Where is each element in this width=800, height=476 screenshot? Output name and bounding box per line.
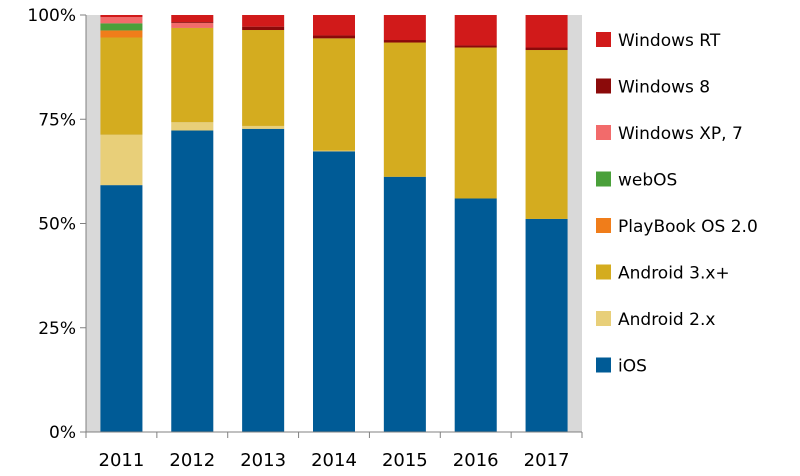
bar-gap [496, 15, 526, 432]
y-axis-ticks: 0% 25% 50% 75% 100% [27, 6, 86, 443]
bars-group [100, 15, 568, 432]
bar-segment-windows-8-2015 [383, 40, 426, 43]
legend-label: Android 3.x+ [618, 264, 730, 284]
y-tick-label: 100% [27, 6, 76, 26]
bar-segment-windows-8-2012 [171, 22, 214, 23]
bar-segment-windows-xp-7-2011 [100, 17, 143, 24]
bar-segment-windows-rt-2012 [171, 15, 214, 23]
bar-segment-android-2-x-2013 [242, 125, 285, 129]
legend-label: iOS [618, 357, 647, 377]
x-tick-label: 2011 [99, 450, 145, 471]
bar-segment-ios-2013 [242, 128, 285, 432]
legend-swatch-windows-rt [596, 32, 611, 47]
bar-segment-windows-rt-2011 [100, 15, 143, 18]
bar-segment-android-3-x--2013 [242, 30, 285, 126]
bar-segment-android-3-x--2012 [171, 27, 214, 123]
y-tick-label: 25% [38, 319, 76, 339]
bar-segment-ios-2011 [100, 185, 143, 432]
y-tick-label: 50% [38, 215, 76, 235]
legend-label: webOS [618, 171, 677, 191]
bar-gap [284, 15, 313, 432]
bar-segment-windows-8-2014 [313, 35, 355, 39]
bar-segment-android-3-x--2014 [313, 38, 355, 151]
bar-segment-windows-rt-2016 [454, 15, 497, 46]
legend-label: Android 2.x [618, 310, 715, 330]
legend-label: PlayBook OS 2.0 [618, 217, 758, 237]
legend-swatch-android-3-x- [596, 264, 611, 280]
bar-segment-windows-8-2013 [242, 26, 285, 31]
bar-segment-webos-2011 [100, 23, 143, 31]
bar-segment-android-2-x-2012 [171, 122, 214, 131]
bar-segment-android-3-x--2017 [525, 50, 568, 219]
x-tick-label: 2012 [169, 450, 215, 471]
legend-swatch-ios [596, 357, 611, 373]
y-tick-label: 75% [38, 110, 76, 130]
bar-segment-ios-2014 [313, 151, 355, 432]
bar-segment-android-3-x--2011 [100, 37, 143, 135]
legend: Windows RT Windows 8 Windows XP, 7 webOS Pla… [596, 31, 758, 377]
bar-gap [355, 15, 384, 432]
legend-swatch-windows-xp-7 [596, 125, 611, 140]
bar-segment-android-2-x-2014 [313, 150, 355, 152]
bar-segment-ios-2017 [525, 218, 568, 432]
bar-segment-windows-rt-2013 [242, 15, 285, 27]
bar-gap [213, 15, 243, 432]
legend-swatch-webos [596, 171, 611, 187]
bar-segment-ios-2015 [383, 176, 426, 432]
bar-segment-android-3-x--2016 [454, 47, 497, 199]
legend-label: Windows RT [618, 31, 721, 51]
legend-swatch-android-2-x [596, 311, 611, 326]
y-tick-label: 0% [49, 423, 76, 443]
bar-segment-windows-8-2016 [454, 45, 497, 48]
bar-segment-ios-2016 [454, 198, 497, 432]
bar-gap [425, 15, 455, 432]
bar-segment-ios-2012 [171, 130, 214, 432]
bar-segment-windows-rt-2017 [525, 15, 568, 48]
legend-label: Windows 8 [618, 78, 710, 98]
x-axis-ticks: 2011 2012 2013 2014 2015 2016 2017 [85, 432, 583, 471]
bar-segment-windows-rt-2014 [313, 15, 355, 36]
bar-segment-playbook-os-2-0-2011 [100, 30, 143, 38]
x-tick-label: 2013 [240, 450, 286, 471]
x-tick-label: 2014 [311, 450, 357, 471]
legend-swatch-playbook-os-2-0 [596, 218, 611, 233]
bar-segment-windows-rt-2015 [383, 15, 426, 41]
x-tick-label: 2015 [382, 450, 428, 471]
bar-segment-windows-8-2017 [525, 47, 568, 51]
bar-segment-android-2-x-2011 [100, 134, 143, 186]
bar-segment-android-3-x--2015 [383, 42, 426, 177]
x-tick-label: 2017 [524, 450, 570, 471]
x-tick-label: 2016 [453, 450, 499, 471]
bar-gap [142, 15, 172, 432]
legend-label: Windows XP, 7 [618, 124, 743, 144]
legend-swatch-windows-8 [596, 78, 611, 94]
bar-segment-windows-xp-7-2012 [171, 22, 214, 28]
